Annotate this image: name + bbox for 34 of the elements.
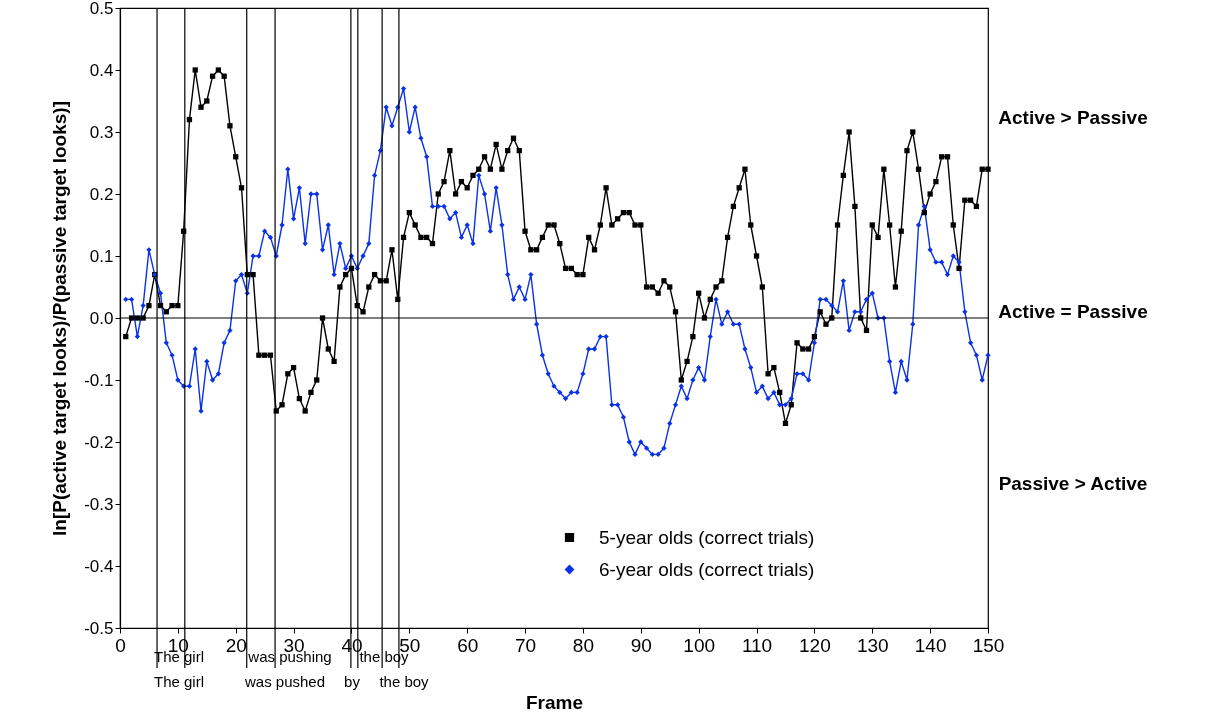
x-tick-label: 60 <box>457 634 479 656</box>
text: was pushed <box>243 673 326 690</box>
y-tick-label: 0.0 <box>89 308 114 328</box>
text: Active > Passive <box>998 107 1148 128</box>
x-tick-label: 140 <box>914 634 947 656</box>
x-tick-label: 80 <box>572 634 594 656</box>
y-tick-label: 0.2 <box>89 184 114 204</box>
y-tick-label: 0.1 <box>89 246 114 266</box>
x-tick-label: 150 <box>972 634 1005 656</box>
x-tick-label: 130 <box>856 634 889 656</box>
y-tick-label: -0.2 <box>84 432 114 452</box>
y-tick-label: -0.1 <box>84 370 114 390</box>
y-tick-label: 0.4 <box>89 60 114 80</box>
x-axis-title: Frame <box>525 691 584 713</box>
y-tick-label: -0.3 <box>84 494 114 514</box>
y-axis-title: ln[P(active target looks)/P(passive target looks)] <box>49 100 71 537</box>
x-tick-label: 100 <box>683 634 716 656</box>
y-tick-label: -0.5 <box>84 618 114 638</box>
y-tick-label: 0.5 <box>89 0 114 18</box>
y-tick-label: -0.4 <box>84 556 114 576</box>
text: Passive > Active <box>998 473 1148 494</box>
x-tick-label: 90 <box>630 634 652 656</box>
legend-label: 5-year olds (correct trials) <box>599 526 815 548</box>
y-tick-label: 0.3 <box>89 122 114 142</box>
text: The girl <box>153 673 205 690</box>
x-tick-label: 120 <box>799 634 831 656</box>
x-tick-label: 70 <box>515 634 537 656</box>
text: Active = Passive <box>998 301 1148 322</box>
x-tick-label: 20 <box>225 634 247 656</box>
legend-label: 6-year olds (correct trials) <box>599 558 815 580</box>
text: the boy <box>379 673 430 690</box>
x-tick-label: 0 <box>115 634 126 656</box>
x-tick-label: 110 <box>741 634 773 656</box>
text: by <box>344 673 361 690</box>
